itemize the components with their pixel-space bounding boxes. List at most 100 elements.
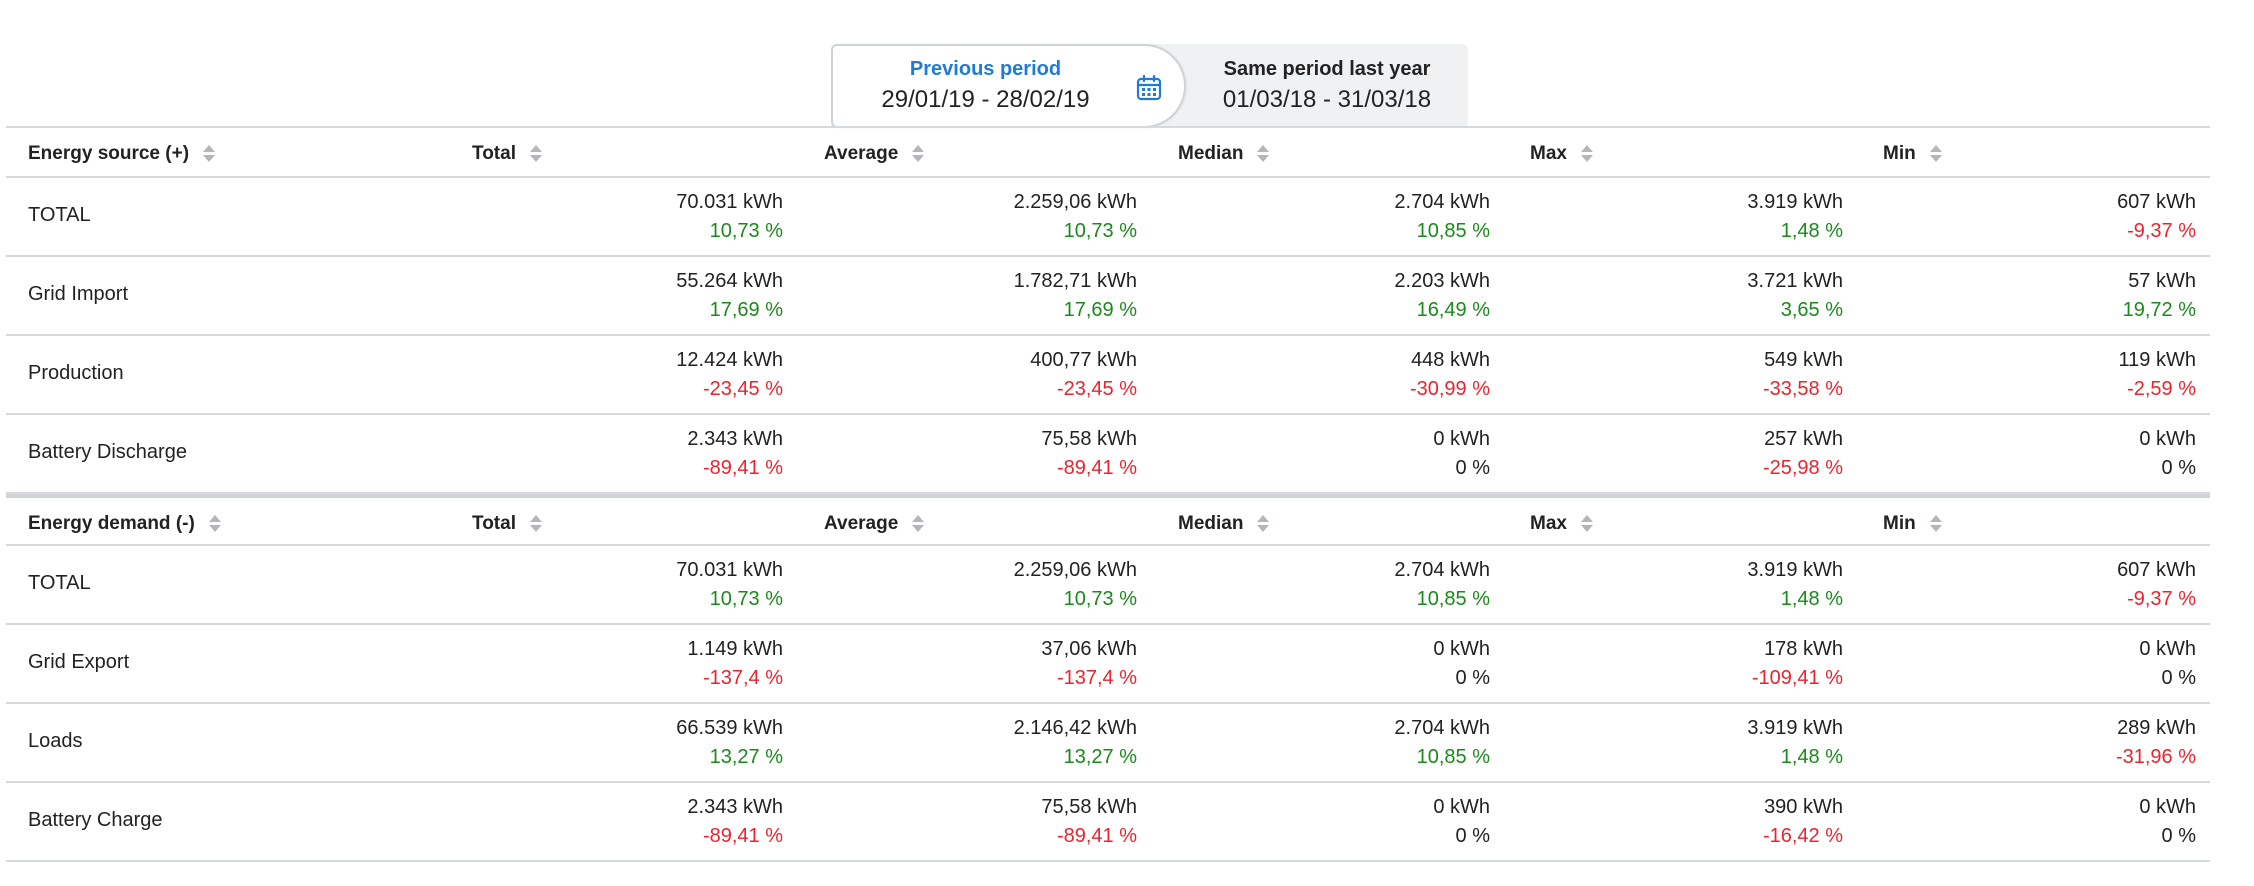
sort-icon[interactable] (1580, 514, 1593, 534)
table-cell: 607 kWh -9,37 % (1896, 188, 2196, 245)
row-name: Battery Discharge (28, 441, 187, 463)
table-cell: 55.264 kWh 17,69 % (483, 267, 783, 324)
cell-change-percent: 0 % (2161, 825, 2196, 847)
sort-icon[interactable] (1929, 514, 1942, 534)
row-name: Grid Import (28, 283, 129, 305)
table-cell: 0 kWh 0 % (1190, 793, 1490, 850)
energy-source-table: Energy source (+) Total Average Median M… (6, 126, 2210, 494)
table-cell: 2.203 kWh 16,49 % (1190, 267, 1490, 324)
cell-change-percent: 17,69 % (1063, 299, 1137, 321)
cell-change-percent: 16,49 % (1416, 299, 1490, 321)
cell-change-percent: -109,41 % (1751, 667, 1843, 689)
header-max[interactable]: Max (1530, 513, 1593, 535)
cell-change-percent: 0 % (1455, 667, 1490, 689)
sort-icon[interactable] (1929, 144, 1942, 164)
header-total[interactable]: Total (472, 143, 542, 165)
table-cell: 37,06 kWh -137,4 % (837, 635, 1137, 692)
last-year-period-range: 01/03/18 - 31/03/18 (1222, 86, 1432, 113)
row-name: Grid Export (28, 651, 130, 673)
cell-change-percent: 13,27 % (709, 746, 783, 768)
cell-value: 2.146,42 kWh (1013, 717, 1137, 739)
last-year-period-label: Same period last year (1223, 58, 1431, 80)
header-energy-demand[interactable]: Energy demand (-) (28, 513, 221, 535)
previous-period-range: 29/01/19 - 28/02/19 (881, 86, 1090, 113)
cell-change-percent: -137,4 % (1056, 667, 1137, 689)
header-label: Energy demand (-) (28, 513, 195, 534)
header-label: Max (1530, 513, 1567, 534)
header-total[interactable]: Total (472, 513, 542, 535)
cell-value: 119 kWh (2118, 349, 2196, 371)
table-cell: 2.259,06 kWh 10,73 % (837, 188, 1137, 245)
cell-value: 2.259,06 kWh (1013, 191, 1137, 213)
cell-change-percent: -33,58 % (1762, 378, 1843, 400)
cell-change-percent: 10,85 % (1416, 588, 1490, 610)
cell-change-percent: 10,85 % (1416, 746, 1490, 768)
sort-icon[interactable] (529, 144, 542, 164)
period-selector: Previous period 29/01/19 - 28/02/19 Same… (831, 44, 1468, 128)
energy-demand-table: Energy demand (-) Total Average Median M… (6, 494, 2210, 862)
cell-change-percent: 13,27 % (1063, 746, 1137, 768)
cell-change-percent: -31,96 % (2115, 746, 2196, 768)
table-cell: 1.149 kWh -137,4 % (483, 635, 783, 692)
header-min[interactable]: Min (1883, 513, 1942, 535)
sort-icon[interactable] (208, 514, 221, 534)
header-label: Median (1178, 143, 1244, 164)
header-average[interactable]: Average (824, 513, 925, 535)
cell-change-percent: 10,73 % (709, 220, 783, 242)
sort-icon[interactable] (912, 514, 925, 534)
table-body: TOTAL 70.031 kWh 10,73 % 2.259,06 kWh 10,73 … (6, 178, 2210, 494)
cell-value: 75,58 kWh (1041, 428, 1137, 450)
header-median[interactable]: Median (1178, 513, 1270, 535)
table-cell: 70.031 kWh 10,73 % (483, 188, 783, 245)
cell-change-percent: 19,72 % (2122, 299, 2196, 321)
table-cell: 178 kWh -109,41 % (1543, 635, 1843, 692)
cell-change-percent: -9,37 % (2127, 220, 2196, 242)
table-cell: 2.259,06 kWh 10,73 % (837, 556, 1137, 613)
cell-value: 1.782,71 kWh (1013, 270, 1137, 292)
cell-change-percent: -89,41 % (1056, 457, 1137, 479)
header-energy-source[interactable]: Energy source (+) (28, 143, 216, 165)
header-max[interactable]: Max (1530, 143, 1593, 165)
cell-change-percent: 3,65 % (1780, 299, 1843, 321)
cell-value: 448 kWh (1411, 349, 1490, 371)
header-average[interactable]: Average (824, 143, 925, 165)
header-median[interactable]: Median (1178, 143, 1270, 165)
sort-icon[interactable] (1580, 144, 1593, 164)
table-row: TOTAL 70.031 kWh 10,73 % 2.259,06 kWh 10,73 … (6, 178, 2210, 257)
cell-value: 607 kWh (2117, 559, 2196, 581)
previous-period-option[interactable]: Previous period 29/01/19 - 28/02/19 (831, 44, 1186, 128)
table-row: Grid Import 55.264 kWh 17,69 % 1.782,71 kWh… (6, 257, 2210, 336)
cell-change-percent: -23,45 % (1056, 378, 1137, 400)
table-cell: 0 kWh 0 % (1896, 635, 2196, 692)
header-min[interactable]: Min (1883, 143, 1942, 165)
header-label: Max (1530, 143, 1567, 164)
table-row: Grid Export 1.149 kWh -137,4 % 37,06 kWh -13… (6, 625, 2210, 704)
cell-value: 0 kWh (2139, 428, 2196, 450)
table-cell: 3.919 kWh 1,48 % (1543, 188, 1843, 245)
cell-value: 70.031 kWh (676, 191, 783, 213)
cell-change-percent: 0 % (1455, 825, 1490, 847)
sort-icon[interactable] (529, 514, 542, 534)
sort-icon[interactable] (1257, 144, 1270, 164)
sort-icon[interactable] (203, 144, 216, 164)
cell-value: 390 kWh (1764, 796, 1843, 818)
table-cell: 0 kWh 0 % (1190, 635, 1490, 692)
cell-change-percent: 0 % (2161, 457, 2196, 479)
table-row: Loads 66.539 kWh 13,27 % 2.146,42 kWh 13,27 … (6, 704, 2210, 783)
sort-icon[interactable] (1257, 514, 1270, 534)
cell-value: 289 kWh (2117, 717, 2196, 739)
cell-value: 2.343 kWh (687, 428, 783, 450)
sort-icon[interactable] (912, 144, 925, 164)
table-cell: 257 kWh -25,98 % (1543, 425, 1843, 482)
calendar-icon[interactable] (1135, 74, 1163, 102)
cell-value: 55.264 kWh (676, 270, 783, 292)
cell-change-percent: 1,48 % (1780, 588, 1843, 610)
header-label: Total (472, 513, 516, 534)
table-cell: 400,77 kWh -23,45 % (837, 346, 1137, 403)
cell-value: 12.424 kWh (676, 349, 783, 371)
table-row: Battery Discharge 2.343 kWh -89,41 % 75,58 … (6, 415, 2210, 494)
table-header: Energy source (+) Total Average Median M… (6, 126, 2210, 178)
cell-value: 70.031 kWh (676, 559, 783, 581)
cell-value: 0 kWh (1433, 796, 1490, 818)
table-cell: 448 kWh -30,99 % (1190, 346, 1490, 403)
